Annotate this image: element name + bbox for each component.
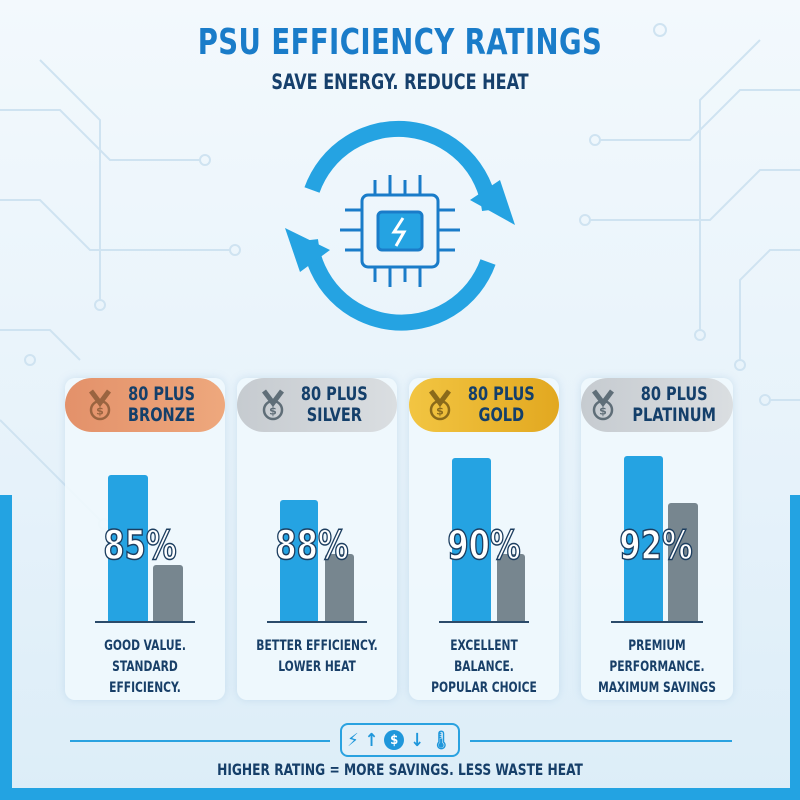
bar-baseline (439, 621, 529, 623)
efficiency-bar (452, 458, 491, 621)
efficiency-bar (108, 475, 148, 621)
rating-name: 80 PLUS BRONZE (128, 384, 195, 426)
rating-card: $ 80 PLUS BRONZE 85% GOOD VALUE. STANDAR… (65, 378, 225, 700)
efficiency-percent: 92% (619, 522, 693, 570)
waste-bar (497, 554, 525, 621)
page-subtitle: SAVE ENERGY. REDUCE HEAT (271, 70, 529, 94)
svg-text:$: $ (436, 405, 444, 418)
lightning-icon: ⚡ (347, 729, 359, 751)
thermometer-icon: 🌡 (429, 729, 453, 751)
rating-line1: 80 PLUS (467, 383, 535, 405)
rating-badge: $ 80 PLUS GOLD (409, 378, 559, 432)
footer-icon-strip: ⚡ ↑ $ ↓ 🌡 (340, 723, 460, 757)
bottom-band (0, 788, 800, 800)
bar-baseline (267, 621, 367, 623)
efficiency-bar (624, 456, 663, 621)
efficiency-bar (280, 500, 318, 621)
svg-text:$: $ (599, 405, 607, 418)
rating-line1: 80 PLUS (300, 383, 368, 405)
dollar-icon: $ (384, 730, 405, 750)
bar-baseline (611, 621, 703, 623)
arrow-up-icon: ↑ (364, 729, 379, 751)
rating-line2: GOLD (478, 404, 524, 426)
page-title: PSU EFFICIENCY RATINGS (197, 22, 603, 63)
right-edge-band (790, 495, 800, 800)
silver-medal-icon: $ (261, 389, 284, 421)
efficiency-percent: 88% (275, 522, 349, 570)
rating-name: 80 PLUS GOLD (468, 384, 535, 426)
efficiency-percent: 90% (447, 522, 521, 570)
rating-card: $ 80 PLUS PLATINUM 92% PREMIUM PERFORMAN… (581, 378, 733, 700)
description-line1: PREMIUM PERFORMANCE. (609, 638, 705, 675)
svg-text:$: $ (269, 405, 277, 418)
rating-badge: $ 80 PLUS BRONZE (65, 378, 225, 432)
footer-divider-left (70, 740, 330, 742)
rating-description: BETTER EFFICIENCY. LOWER HEAT (249, 636, 385, 678)
waste-bar (153, 565, 183, 621)
left-edge-band (0, 495, 12, 800)
rating-name: 80 PLUS SILVER (301, 384, 368, 426)
gold-medal-icon: $ (428, 389, 451, 421)
rating-badge: $ 80 PLUS SILVER (237, 378, 397, 432)
rating-line1: 80 PLUS (640, 383, 708, 405)
bar-baseline (95, 621, 195, 623)
bronze-medal-icon: $ (89, 389, 112, 421)
rating-card: $ 80 PLUS GOLD 90% EXCELLENT BALANCE. PO… (409, 378, 559, 700)
chip-plug-icon (340, 175, 460, 287)
description-line1: EXCELLENT BALANCE. (450, 638, 518, 675)
rating-description: GOOD VALUE. STANDARD EFFICIENCY. (77, 636, 213, 699)
rating-line1: 80 PLUS (128, 383, 196, 405)
cycle-arrows-icon (302, 120, 498, 331)
description-line2: POPULAR CHOICE (431, 680, 537, 696)
description-line2: LOWER HEAT (278, 659, 356, 675)
platinum-medal-icon: $ (591, 389, 614, 421)
footer-tagline: HIGHER RATING = MORE SAVINGS. LESS WASTE… (217, 760, 583, 779)
efficiency-percent: 85% (103, 522, 177, 570)
description-line2: MAXIMUM SAVINGS (598, 680, 716, 696)
rating-description: EXCELLENT BALANCE. POPULAR CHOICE (420, 636, 548, 699)
description-line2: STANDARD EFFICIENCY. (109, 659, 181, 696)
rating-line2: PLATINUM (632, 404, 716, 426)
footer-divider-right (470, 740, 732, 742)
rating-line2: SILVER (306, 404, 362, 426)
rating-description: PREMIUM PERFORMANCE. MAXIMUM SAVINGS (592, 636, 721, 699)
arrow-down-icon: ↓ (410, 729, 424, 751)
rating-card: $ 80 PLUS SILVER 88% BETTER EFFICIENCY. … (237, 378, 397, 700)
waste-bar (325, 554, 354, 621)
description-line1: BETTER EFFICIENCY. (256, 638, 378, 654)
svg-text:$: $ (97, 405, 105, 418)
rating-badge: $ 80 PLUS PLATINUM (581, 378, 733, 432)
description-line1: GOOD VALUE. (104, 638, 186, 654)
waste-bar (668, 503, 698, 621)
rating-name: 80 PLUS PLATINUM (632, 384, 716, 426)
rating-line2: BRONZE (128, 404, 196, 426)
